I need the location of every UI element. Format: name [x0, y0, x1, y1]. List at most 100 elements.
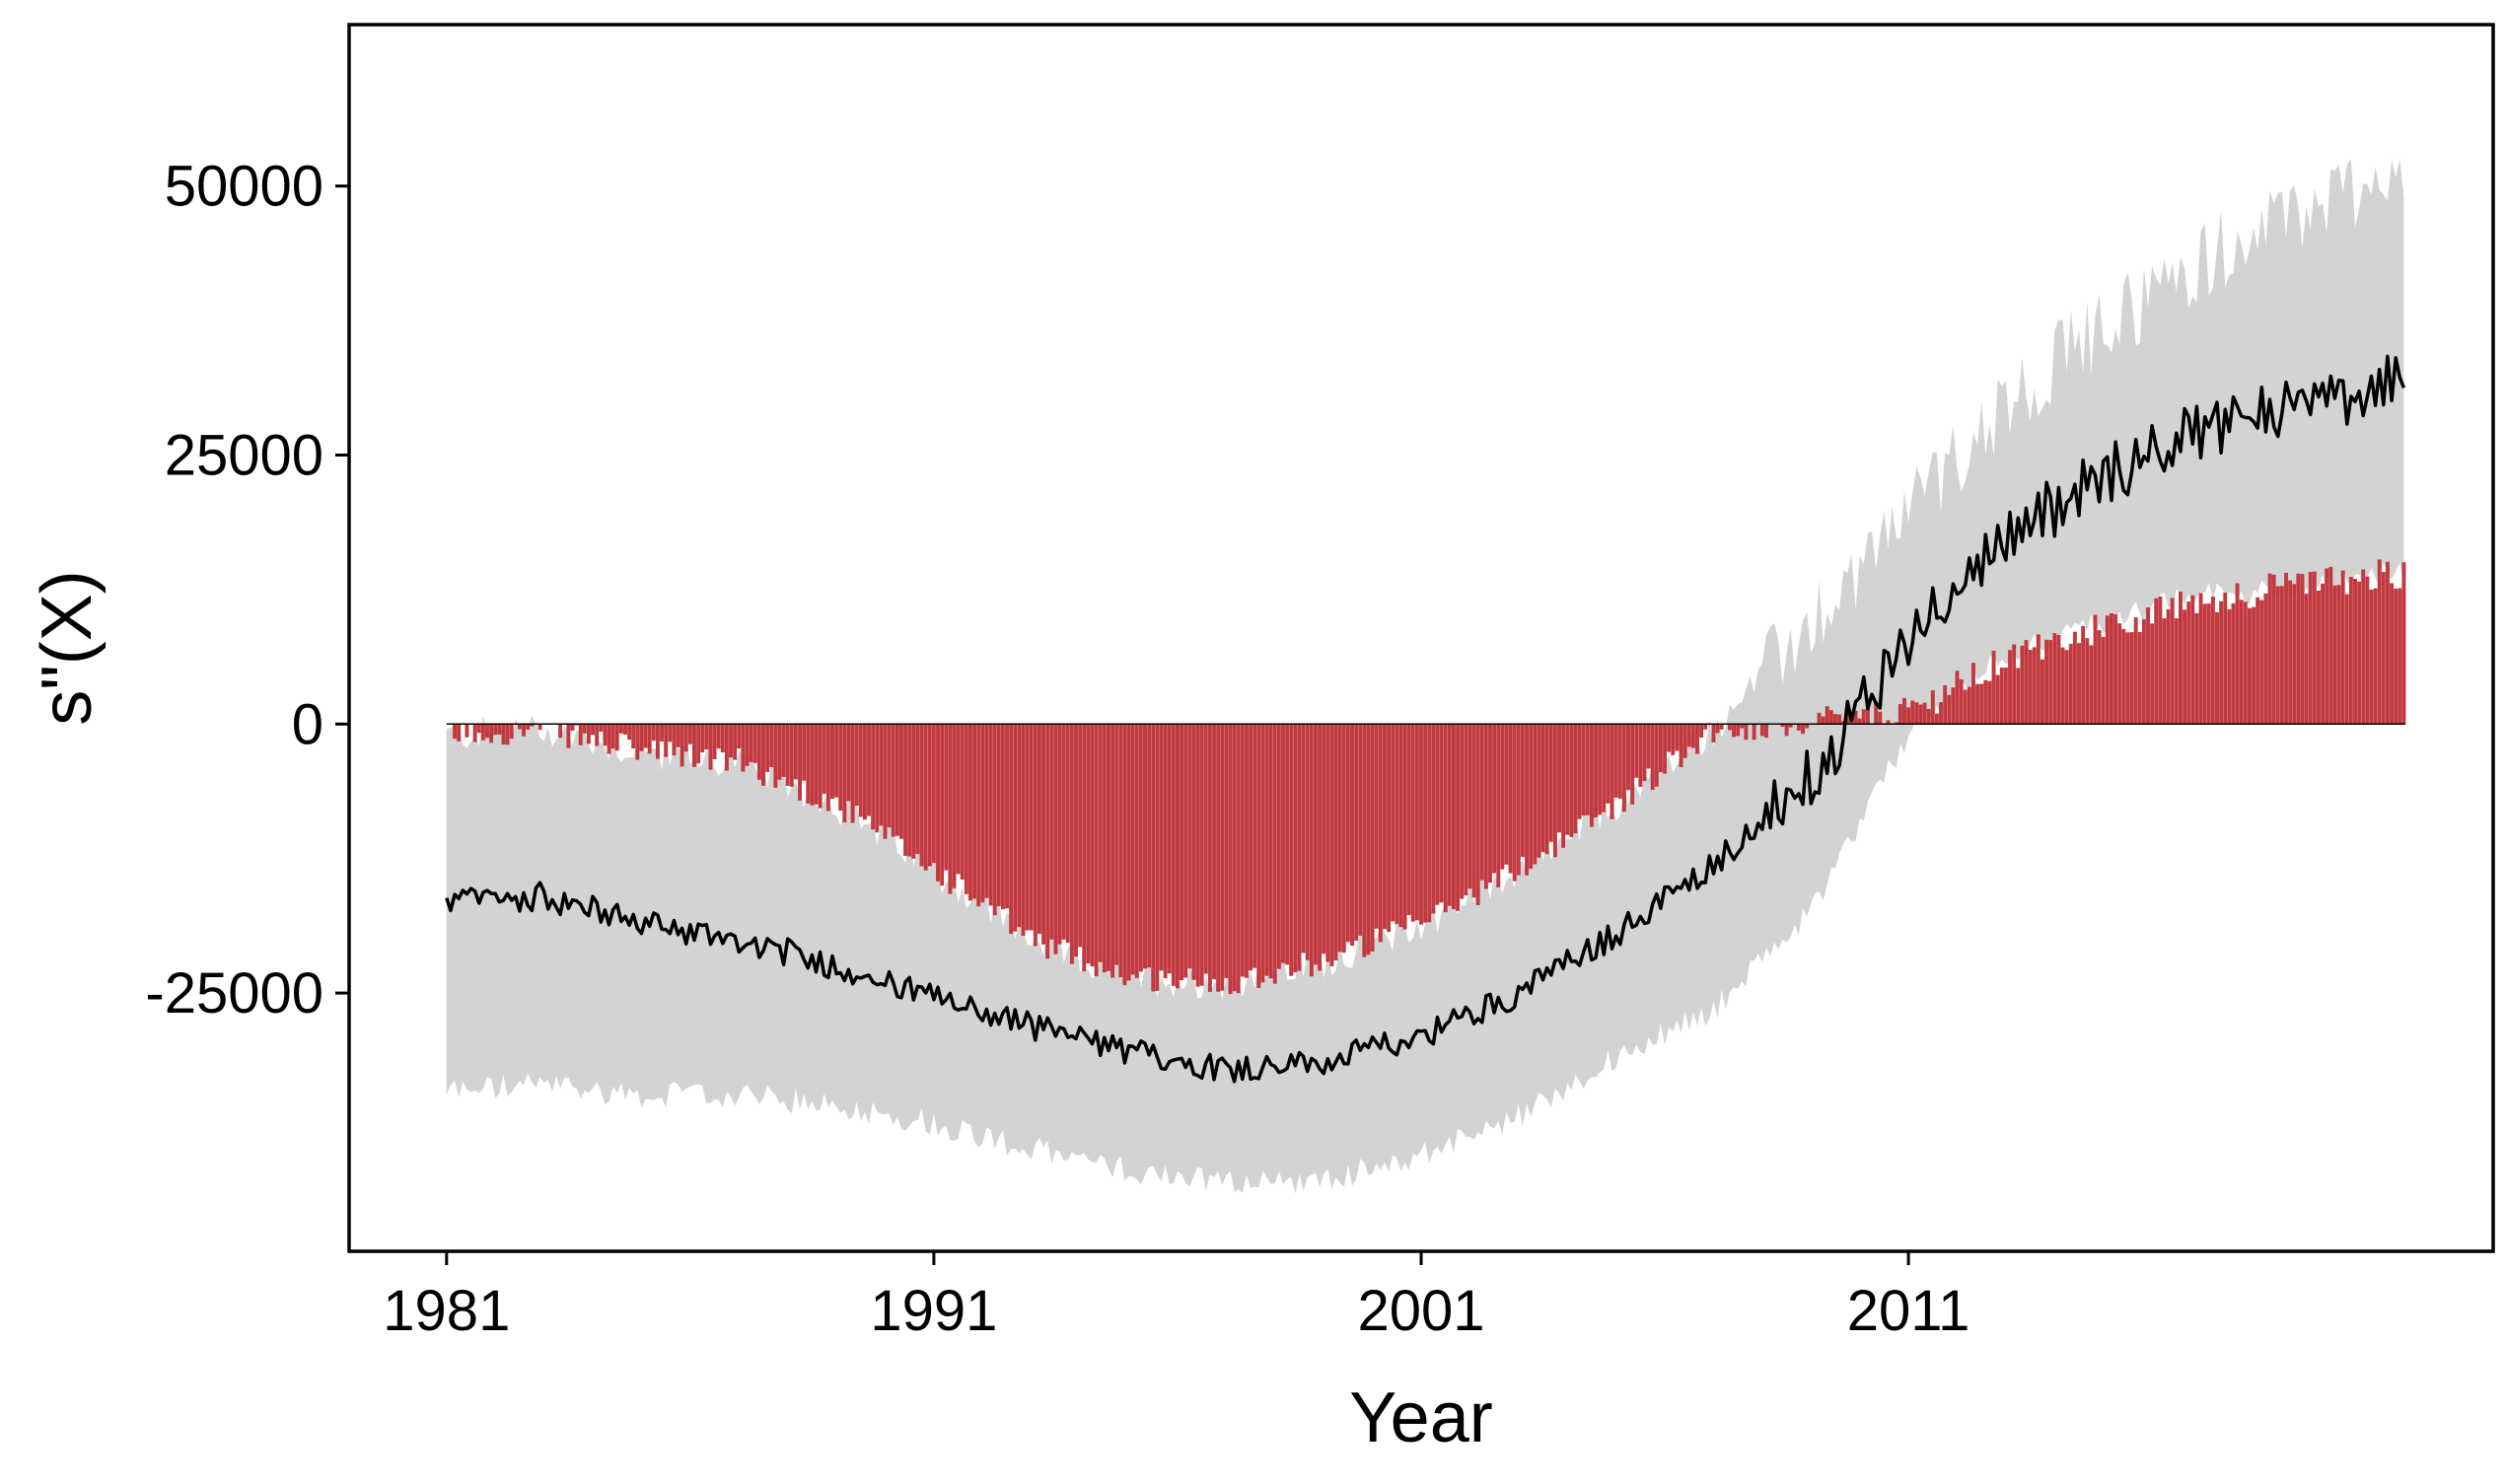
- bar: [1939, 702, 1943, 724]
- bar: [1703, 724, 1707, 730]
- bar: [746, 724, 750, 766]
- bar: [1736, 724, 1740, 736]
- bar: [1996, 674, 2000, 724]
- bar: [1675, 724, 1679, 750]
- bar: [558, 724, 562, 738]
- bar: [457, 724, 461, 741]
- bar: [1256, 724, 1260, 988]
- bar: [757, 724, 761, 780]
- bar: [2037, 634, 2041, 724]
- bar: [2154, 599, 2158, 724]
- bar: [1598, 724, 1602, 814]
- bar: [944, 724, 948, 870]
- bar: [1350, 724, 1354, 946]
- bar: [1302, 724, 1306, 953]
- bar: [1411, 724, 1415, 921]
- bar: [1322, 724, 1325, 954]
- bar: [2341, 571, 2345, 725]
- bar: [737, 724, 741, 748]
- bar: [920, 724, 924, 866]
- bar: [2398, 589, 2401, 725]
- bar: [2240, 600, 2244, 724]
- bar: [1403, 724, 1407, 929]
- bar: [859, 724, 863, 816]
- bar: [2056, 635, 2060, 724]
- bar: [1086, 724, 1090, 963]
- y-tick-label: 50000: [165, 155, 323, 219]
- bar: [2142, 619, 2146, 724]
- bar: [518, 724, 522, 729]
- bar: [1931, 690, 1935, 724]
- bar: [1728, 724, 1732, 730]
- bar: [1038, 724, 1041, 934]
- bar: [961, 724, 965, 880]
- bar: [664, 724, 668, 756]
- bar: [2044, 640, 2048, 725]
- bar: [1529, 724, 1533, 869]
- bar: [2065, 650, 2069, 724]
- bar: [1456, 724, 1460, 911]
- bar: [692, 724, 696, 766]
- bar: [721, 724, 725, 752]
- bar: [1918, 704, 1922, 724]
- bar: [2203, 603, 2207, 724]
- bar: [1557, 724, 1561, 832]
- bar: [2386, 562, 2390, 725]
- bar: [1346, 724, 1350, 942]
- bar: [2012, 644, 2016, 724]
- bar: [631, 724, 635, 748]
- bar: [1143, 724, 1147, 968]
- bar: [1594, 724, 1598, 817]
- bar: [1923, 703, 1927, 725]
- bar: [2301, 574, 2305, 724]
- bar: [2345, 595, 2349, 725]
- bar: [1354, 724, 1358, 941]
- bar: [635, 724, 639, 759]
- bar: [2374, 589, 2378, 725]
- bar: [1013, 724, 1017, 931]
- bar: [1135, 724, 1139, 977]
- bar: [2106, 615, 2110, 724]
- bar: [1947, 695, 1951, 724]
- bar: [677, 724, 680, 747]
- bar: [1334, 724, 1338, 960]
- bar: [932, 724, 936, 863]
- bar: [1517, 724, 1521, 875]
- bar: [1488, 724, 1492, 883]
- bar: [1472, 724, 1476, 897]
- bar: [888, 724, 892, 827]
- bar: [2337, 585, 2341, 724]
- bar: [615, 724, 619, 750]
- bar: [1431, 724, 1435, 913]
- bar: [1858, 719, 1862, 725]
- bar: [453, 724, 457, 739]
- bar: [1935, 714, 1939, 725]
- bar: [684, 724, 688, 751]
- bar: [2227, 609, 2231, 724]
- bar: [2390, 583, 2394, 724]
- bar: [980, 724, 984, 902]
- bar: [2219, 601, 2223, 725]
- bar: [2244, 601, 2248, 724]
- bar: [1687, 724, 1691, 746]
- bar: [1122, 724, 1126, 985]
- bar: [1237, 724, 1241, 993]
- bar: [2175, 618, 2179, 724]
- bar: [1176, 724, 1180, 988]
- bar: [765, 724, 769, 772]
- bar: [1204, 724, 1208, 973]
- bar: [1233, 724, 1237, 991]
- bar: [2186, 601, 2190, 724]
- bar: [1561, 724, 1565, 848]
- bar: [1951, 687, 1955, 724]
- bar: [2248, 608, 2252, 725]
- y-tick-label: 25000: [165, 423, 323, 487]
- bar: [806, 724, 810, 803]
- bar: [1500, 724, 1504, 869]
- bar: [733, 724, 737, 759]
- bar: [1822, 717, 1826, 725]
- bar: [1927, 709, 1931, 724]
- bar: [1265, 724, 1269, 975]
- bar: [1314, 724, 1318, 964]
